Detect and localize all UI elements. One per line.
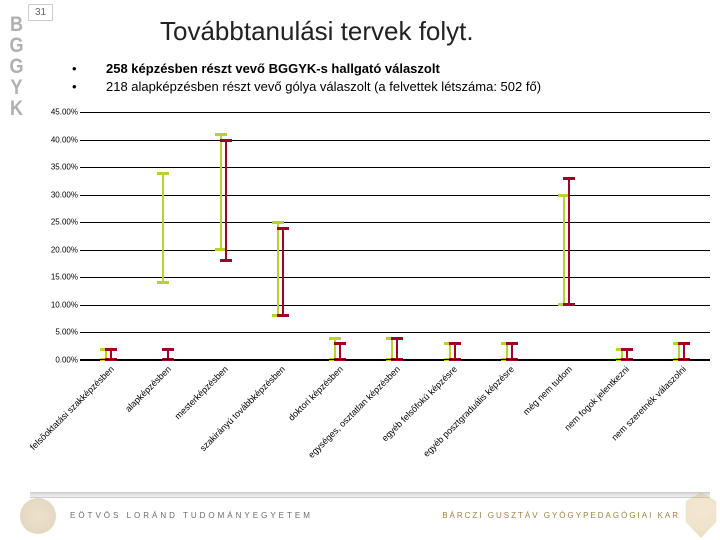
data-stick — [683, 343, 685, 360]
category-column — [366, 112, 423, 360]
x-label: szakirányú továbbképzésben — [252, 360, 309, 480]
y-axis: 0.00%5.00%10.00%15.00%20.00%25.00%30.00%… — [40, 112, 80, 360]
y-tick-label: 15.00% — [51, 273, 78, 282]
stick-cap — [563, 303, 575, 306]
y-tick-label: 35.00% — [51, 163, 78, 172]
stick-cap — [157, 281, 169, 284]
stick-cap — [678, 342, 690, 345]
stick-cap — [220, 139, 232, 142]
bullet-row: • 258 képzésben részt vevő BGGYK-s hallga… — [72, 60, 700, 78]
stick-cap — [157, 172, 169, 175]
data-stick — [568, 178, 570, 305]
category-column — [653, 112, 710, 360]
stick-cap — [277, 227, 289, 230]
stick-cap — [329, 337, 341, 340]
stick-cap — [391, 337, 403, 340]
side-logo-letter: K — [10, 96, 22, 121]
data-stick — [563, 195, 565, 305]
x-label-text: felsőoktatási szakképzésben — [28, 364, 116, 452]
data-stick — [339, 343, 341, 360]
category-column — [538, 112, 595, 360]
x-label: egyéb posztgraduális képzésre — [481, 360, 538, 480]
category-column — [252, 112, 309, 360]
category-column — [80, 112, 137, 360]
y-tick-label: 45.00% — [51, 108, 78, 117]
data-stick — [225, 140, 227, 261]
category-column — [137, 112, 194, 360]
data-stick — [282, 228, 284, 316]
data-stick — [454, 343, 456, 360]
stick-cap — [563, 177, 575, 180]
footer: EÖTVÖS LORÁND TUDOMÁNYEGYETEM BÁRCZI GUS… — [0, 502, 720, 528]
bullet-row: • 218 alapképzésben részt vevő gólya vála… — [72, 78, 700, 96]
x-label: nem szeretnék válaszolni — [653, 360, 710, 480]
stick-cap — [277, 314, 289, 317]
category-column — [195, 112, 252, 360]
bullet-dot: • — [72, 78, 82, 96]
y-tick-label: 25.00% — [51, 218, 78, 227]
data-stick — [396, 338, 398, 360]
slide-title: Továbbtanulási tervek folyt. — [160, 16, 474, 47]
stick-cap — [334, 342, 346, 345]
columns — [80, 112, 710, 360]
stick-cap — [215, 133, 227, 136]
slide: 31 BGGYK Továbbtanulási tervek folyt. • 2… — [0, 0, 720, 540]
chart: 0.00% 5.00% 10.00% 15.00% 20.00% 25.00% 30.00%… — [40, 112, 710, 480]
y-tick-label: 10.00% — [51, 300, 78, 309]
bullet-list: • 258 képzésben részt vevő BGGYK-s hallga… — [72, 60, 700, 96]
footer-divider — [30, 492, 710, 498]
category-column — [309, 112, 366, 360]
page-number: 31 — [28, 4, 53, 21]
x-label: felsőoktatási szakképzésben — [80, 360, 137, 480]
side-logo: BGGYK — [6, 14, 26, 214]
footer-left-text: EÖTVÖS LORÁND TUDOMÁNYEGYETEM — [70, 511, 313, 520]
stick-cap — [162, 348, 174, 351]
stick-cap — [506, 342, 518, 345]
category-column — [481, 112, 538, 360]
bullet-dot: • — [72, 60, 82, 78]
plot-area — [80, 112, 710, 360]
x-axis-labels: felsőoktatási szakképzésbenalapképzésben… — [80, 360, 710, 480]
data-stick — [162, 173, 164, 283]
y-tick-label: 0.00% — [55, 356, 78, 365]
bullet-text: 218 alapképzésben részt vevő gólya válas… — [106, 78, 541, 96]
x-label: alapképzésben — [137, 360, 194, 480]
stick-cap — [220, 259, 232, 262]
category-column — [424, 112, 481, 360]
stick-cap — [449, 342, 461, 345]
stick-cap — [621, 348, 633, 351]
y-tick-label: 30.00% — [51, 190, 78, 199]
data-stick — [334, 338, 336, 360]
data-stick — [511, 343, 513, 360]
data-stick — [220, 134, 222, 250]
footer-right-text: BÁRCZI GUSZTÁV GYÓGYPEDAGÓGIAI KAR — [442, 511, 680, 520]
category-column — [595, 112, 652, 360]
y-tick-label: 20.00% — [51, 245, 78, 254]
stick-cap — [105, 348, 117, 351]
y-tick-label: 40.00% — [51, 135, 78, 144]
stick-cap — [272, 221, 284, 224]
y-tick-label: 5.00% — [55, 328, 78, 337]
data-stick — [277, 222, 279, 316]
data-stick — [391, 338, 393, 360]
bullet-text: 258 képzésben részt vevő BGGYK-s hallgat… — [106, 60, 440, 78]
